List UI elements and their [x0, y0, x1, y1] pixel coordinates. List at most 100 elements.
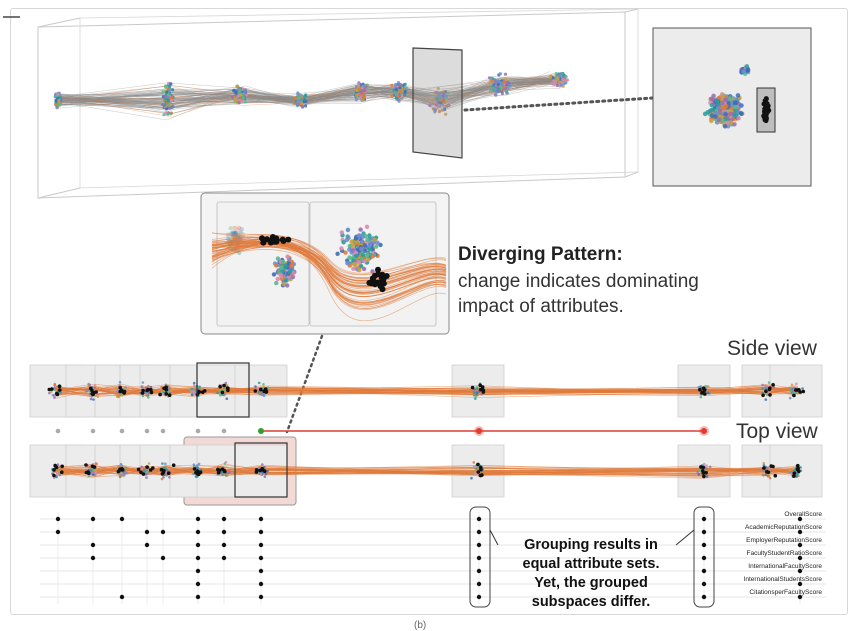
side-view-point [160, 390, 164, 394]
top-view-point [474, 472, 477, 476]
box-point [428, 103, 432, 108]
side-view-point [116, 395, 119, 399]
detail-selected-point [375, 271, 382, 278]
inset-point [720, 94, 725, 99]
side-view-selected-point [479, 387, 483, 392]
detail-point [367, 242, 372, 248]
attribute-label: InternationalStudentsScore [743, 576, 822, 583]
top-view-point [145, 476, 149, 479]
top-view-point [55, 475, 58, 479]
matrix-dot [195, 542, 201, 548]
matrix-dot [221, 555, 227, 561]
box-point [165, 101, 170, 105]
top-view-point [90, 469, 93, 473]
top-view-line [55, 465, 797, 475]
box-point [499, 81, 503, 85]
detail-selected-points [259, 234, 390, 293]
detail-point [285, 254, 290, 259]
side-view-selected-point [792, 393, 796, 398]
box-point [508, 84, 512, 88]
top-view-selected-point [60, 464, 64, 469]
top-view-point [472, 461, 476, 464]
timeline[interactable] [55, 426, 709, 436]
side-view-point [191, 393, 194, 397]
selected-slice[interactable] [412, 47, 463, 159]
detail-point [364, 224, 370, 229]
detail-point [356, 260, 362, 265]
box-point [241, 96, 245, 100]
box-point [58, 103, 62, 107]
detail-point [335, 251, 340, 256]
side-view-selected-point [158, 392, 162, 397]
box-point [55, 106, 59, 110]
box-point [445, 104, 449, 108]
top-view-point [58, 473, 62, 477]
detail-point [374, 244, 379, 249]
detail-point [341, 240, 346, 245]
box-point [487, 76, 492, 80]
box-point [494, 90, 498, 94]
box-point [166, 92, 170, 96]
box-point [361, 82, 365, 86]
box-point [164, 111, 168, 115]
side-view-point [473, 391, 476, 394]
detail-selected-point [379, 276, 386, 283]
inset-point [741, 69, 746, 74]
top-view-point [118, 474, 122, 477]
top-view-selected-point [159, 467, 164, 472]
timeline-dot-active [701, 428, 707, 434]
matrix-dot [221, 529, 227, 535]
box-point [238, 88, 242, 92]
top-view-point [264, 472, 268, 476]
box-point [56, 92, 60, 96]
side-view-selected-point [141, 388, 145, 393]
side-view-selected-point [703, 392, 707, 396]
detail-point [353, 236, 359, 241]
side-view-selected-point [167, 393, 172, 398]
box-point [399, 90, 403, 94]
side-view-point [706, 391, 710, 395]
side-view-point [790, 383, 794, 387]
top-view-point [228, 471, 231, 474]
top-view-selected-point [792, 471, 797, 476]
detail-selected-point [372, 281, 378, 288]
top-view-point [196, 467, 199, 470]
detail-point [232, 225, 237, 230]
matrix-dot [195, 529, 201, 535]
side-view-selected-point [57, 384, 62, 389]
box-point [430, 99, 434, 103]
matrix-dot [476, 594, 482, 600]
side-view-point [144, 386, 148, 389]
attribute-label: OverallScore [784, 511, 822, 518]
box-point [243, 100, 248, 104]
detail-selected-point [273, 235, 280, 242]
inset-point [720, 100, 725, 106]
side-view-point [194, 388, 197, 392]
box-point [398, 82, 403, 87]
side-view-selected-point [200, 390, 205, 395]
box-point [363, 89, 367, 93]
inset-point [723, 111, 728, 117]
side-view-selected-point [480, 385, 485, 389]
detail-selected-point [280, 238, 287, 244]
side-view-point [699, 385, 702, 388]
side-view-selected-point [222, 383, 226, 388]
matrix-dot [797, 581, 803, 587]
detail-line [211, 237, 447, 322]
matrix-dot [797, 594, 803, 600]
side-view-point [697, 386, 700, 389]
box-point [234, 91, 239, 95]
side-view-point [96, 395, 100, 398]
top-view-selected-point [254, 470, 259, 474]
box-point [435, 97, 439, 101]
side-view-point [141, 381, 145, 384]
inset-point [735, 93, 741, 98]
inset-point [709, 118, 714, 124]
box-point [498, 72, 502, 76]
side-view-selected-point [698, 387, 702, 392]
box-point [296, 91, 300, 95]
top-view-selected-point [86, 471, 91, 476]
side-view-selected-panel[interactable] [196, 362, 250, 418]
top-view-selected-point [84, 463, 88, 467]
matrix-dot [797, 555, 803, 561]
